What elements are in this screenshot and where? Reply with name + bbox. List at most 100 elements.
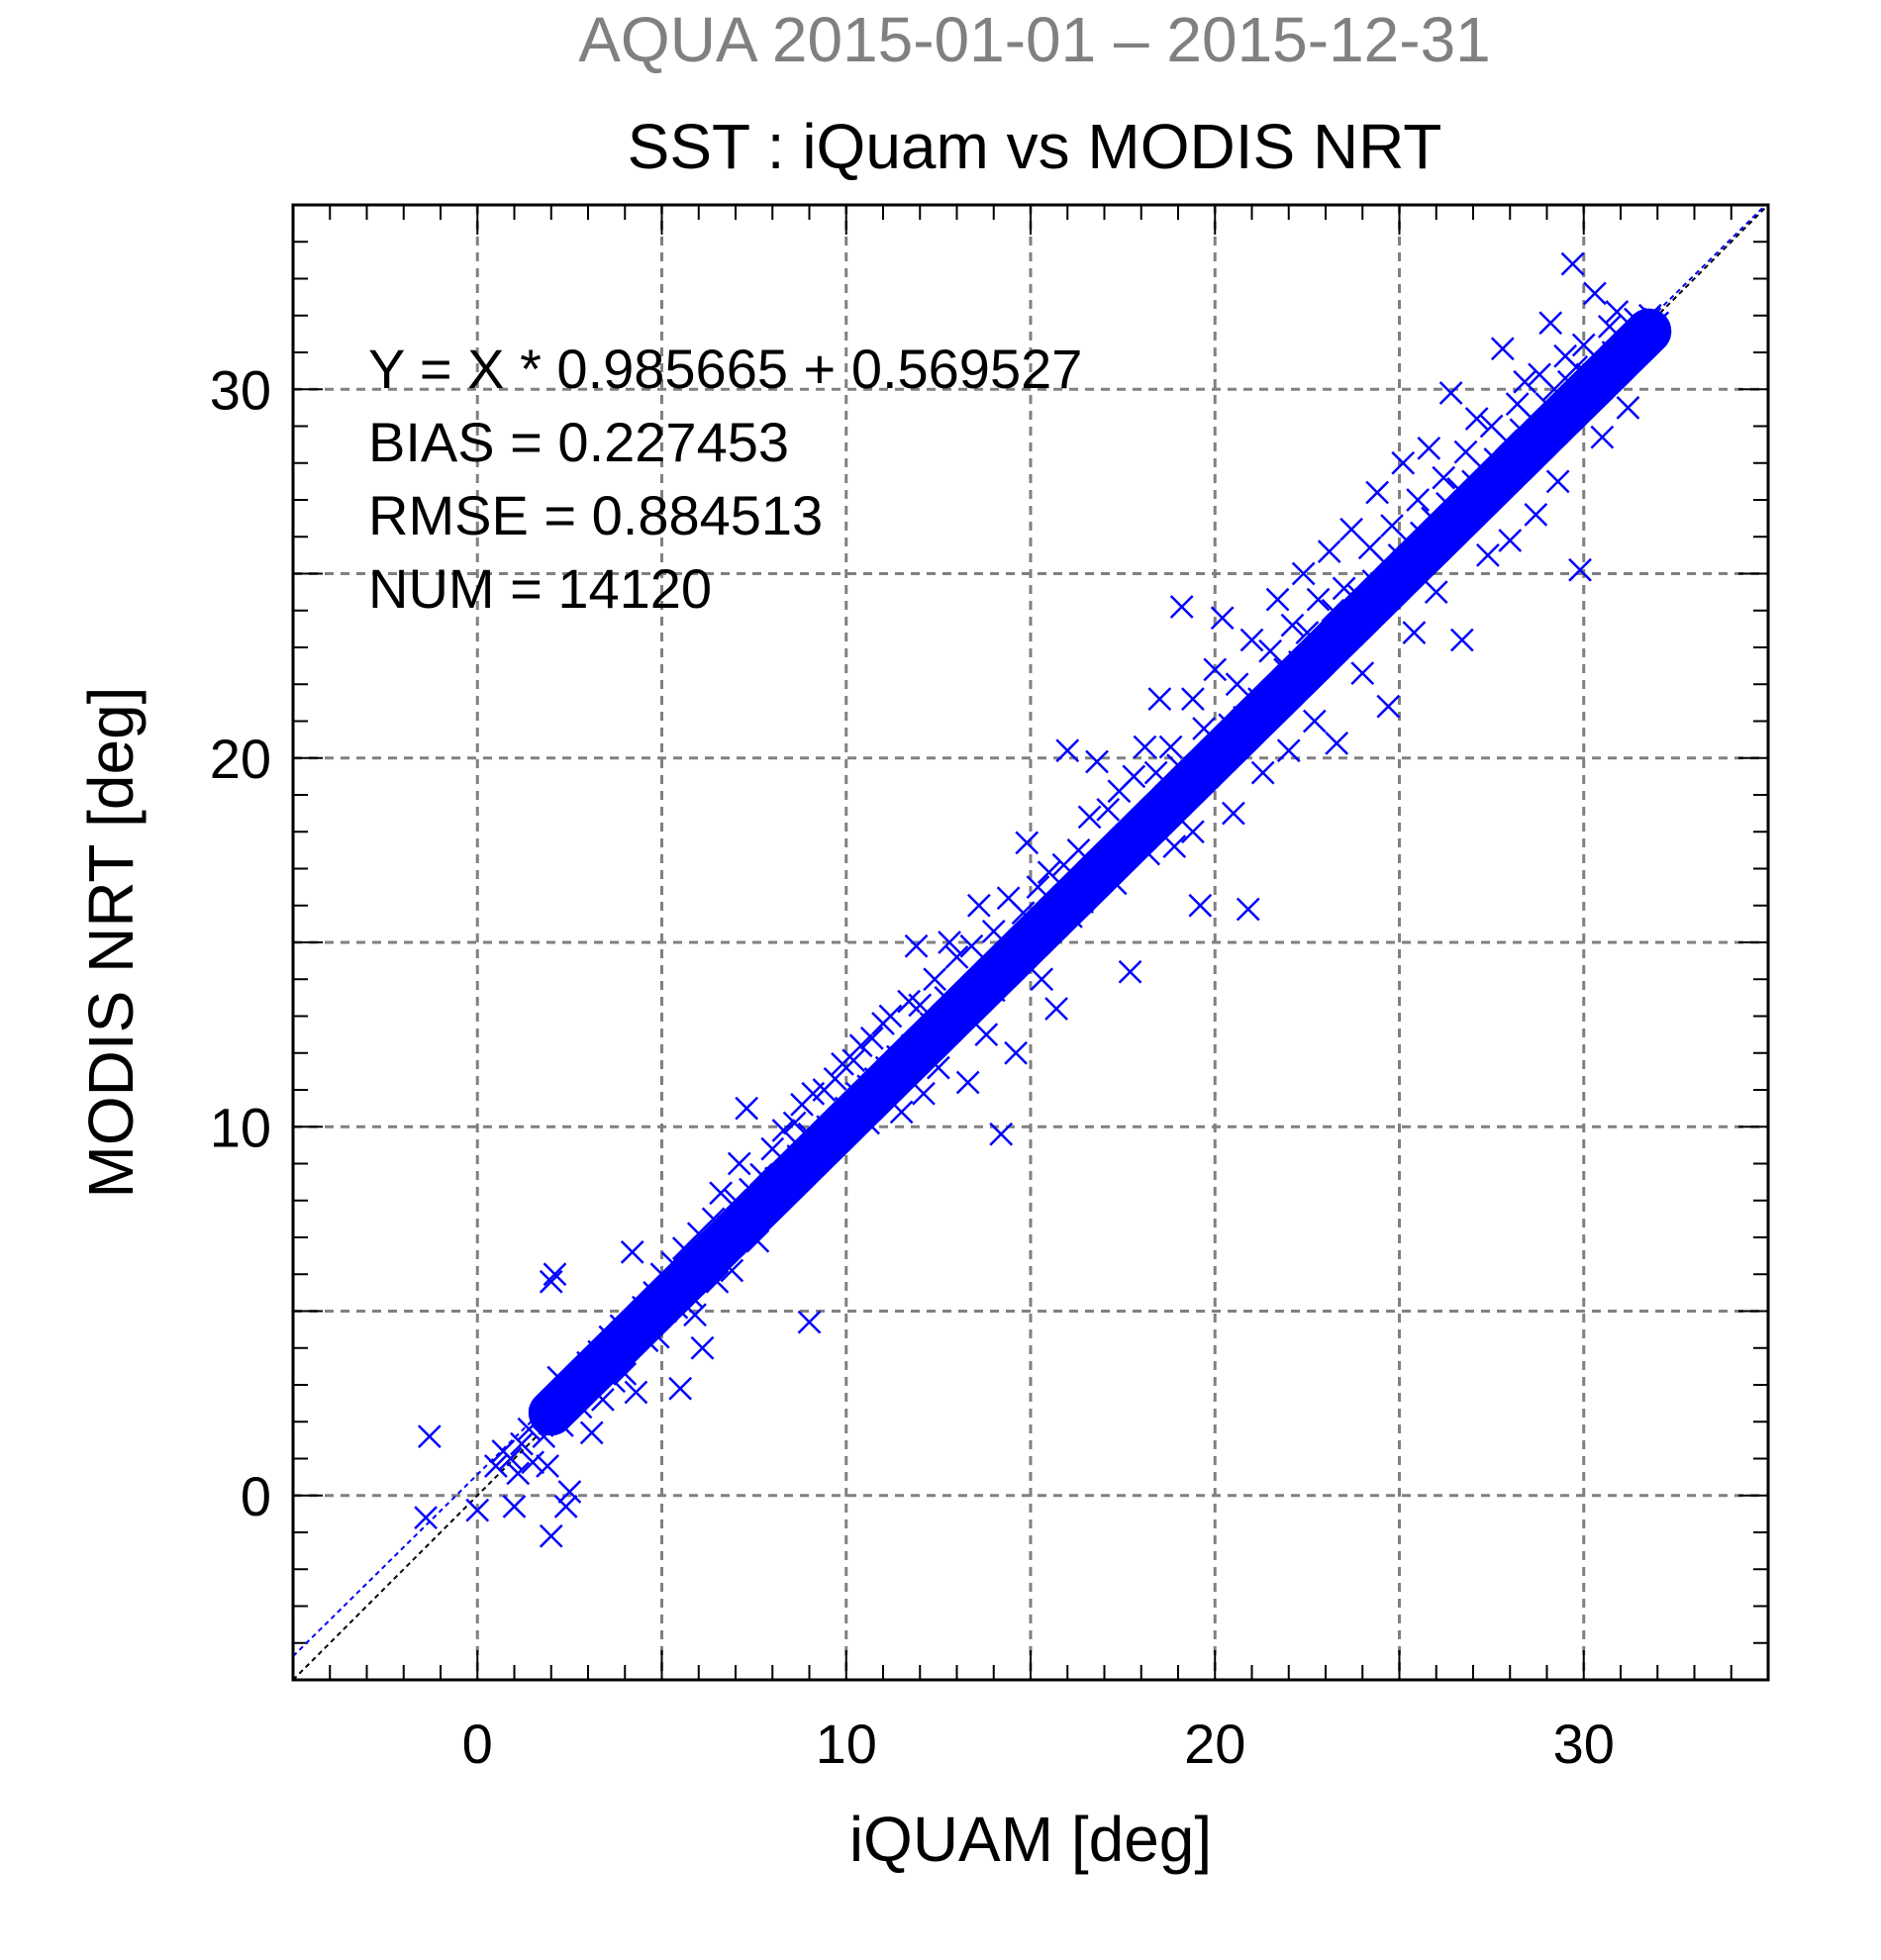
data-point [1402,621,1427,644]
data-point [731,1218,755,1242]
data-point [739,1177,762,1202]
data-point [557,1480,582,1504]
data-point [1376,694,1401,719]
data-point [553,1495,578,1519]
data-point [842,1048,866,1073]
data-point [1066,837,1091,862]
data-point [1583,281,1607,306]
data-point [1424,580,1448,605]
tick-labels: 0 10 20 30 0 10 20 30 [210,358,1615,1775]
data-point [1446,476,1470,501]
data-point [878,1004,903,1029]
data-point [1192,717,1216,740]
data-point [955,1070,980,1095]
data-point [1449,628,1474,652]
data-point [1000,945,1025,969]
stats-line: NUM = 14120 [368,557,712,620]
data-point [900,1033,925,1058]
data-point [1151,798,1175,822]
data-point [720,1258,744,1283]
data-point [502,1495,527,1519]
data-point [845,1081,869,1106]
data-point [528,1406,552,1430]
data-point [934,985,958,1010]
data-point [989,1122,1014,1146]
data-point [1250,760,1275,785]
data-point [414,1506,438,1529]
data-point [848,1033,873,1058]
data-point [1218,713,1242,737]
data-point [550,1414,574,1437]
data-point [1417,436,1441,460]
data-point [1188,893,1213,918]
data-point [532,1424,556,1449]
data-point [1321,598,1345,623]
data-point [1247,687,1271,712]
data-point [1490,337,1515,361]
data-point [664,1295,689,1320]
data-point [940,1008,965,1032]
data-point [1158,735,1183,759]
data-point [793,1147,818,1172]
data-point [645,1324,670,1349]
data-point [1365,480,1390,505]
data-point [1306,587,1331,612]
data-point [749,1162,773,1187]
data-point [1409,521,1434,545]
data-point [926,1055,950,1080]
data-point [908,993,933,1018]
data-point [1118,959,1142,984]
chart-title: SST : iQuam vs MODIS NRT [628,111,1442,182]
stats-line: BIAS = 0.227453 [368,411,789,473]
data-point [709,1181,733,1206]
data-point [786,1144,811,1168]
data-point [576,1361,600,1386]
data-point [1233,705,1256,730]
data-point [510,1431,534,1456]
plot-frame [291,203,1770,1682]
data-point [1162,834,1187,859]
data-point [1605,300,1630,324]
data-point [539,1523,563,1548]
data-point [1432,465,1456,490]
data-point [1336,617,1360,641]
data-point [886,1044,910,1069]
data-point [1387,542,1412,567]
data-point [1534,392,1559,417]
data-point [1081,875,1106,900]
data-point [1166,753,1190,778]
data-point [1111,834,1136,859]
data-point [591,1388,615,1412]
data-point [579,1421,604,1445]
data-point [952,993,976,1018]
y-axis-label: MODIS NRT [deg] [75,687,147,1199]
data-point [1221,801,1245,826]
data-point [966,893,991,918]
data-point [587,1339,612,1364]
data-point [543,1388,567,1412]
data-point [1560,251,1585,276]
x-tick-label: 30 [1553,1713,1615,1775]
stats-line: Y = X * 0.985665 + 0.569527 [368,338,1082,400]
data-point [1258,638,1283,663]
data-points [414,251,1672,1548]
data-point [760,1136,785,1161]
data-point [775,1177,800,1202]
data-point [1177,775,1202,800]
data-point [1030,967,1054,992]
data-point [1575,362,1600,387]
data-point [1059,905,1083,929]
data-point [1586,347,1611,372]
y-tick-label: 20 [210,728,271,790]
data-point [417,1424,442,1449]
data-point [1092,856,1117,881]
data-point [1004,1040,1028,1065]
data-point [1077,805,1102,830]
data-point [1542,377,1566,402]
data-point [856,1111,880,1135]
data-point [1085,749,1109,774]
y-tick-label: 30 [210,358,271,421]
data-point [1391,450,1416,475]
data-point [938,931,961,954]
data-point [771,1119,796,1142]
